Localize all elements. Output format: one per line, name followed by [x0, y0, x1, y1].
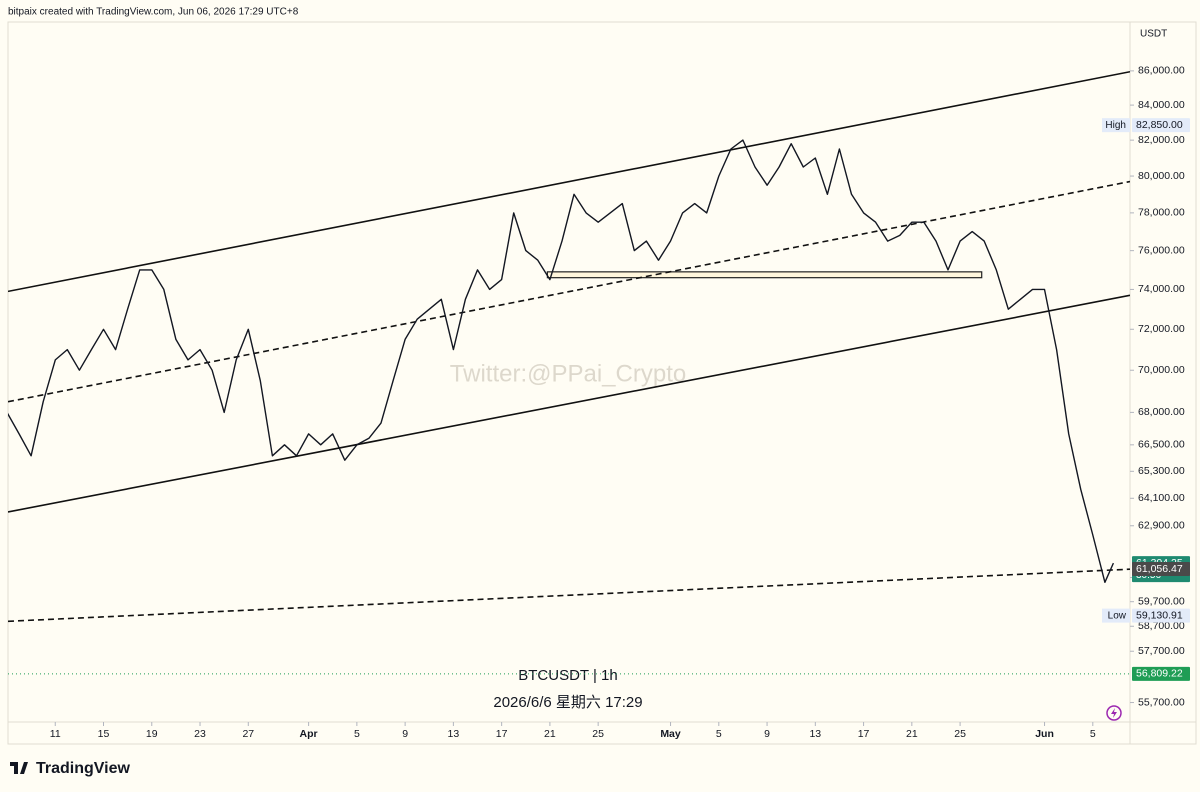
- x-tick-label: 21: [906, 728, 918, 740]
- y-tick-label: 78,000.00: [1138, 207, 1185, 219]
- x-tick-label: 17: [858, 728, 870, 740]
- trendline: [8, 294, 1130, 513]
- trendline: [8, 180, 1130, 403]
- x-tick-label: 11: [50, 728, 61, 740]
- price-tag: High: [1105, 120, 1126, 131]
- y-tick-label: 68,000.00: [1138, 406, 1185, 418]
- x-tick-label: 23: [194, 728, 206, 740]
- x-tick-label: 5: [716, 728, 722, 740]
- x-tick-label: 15: [98, 728, 110, 740]
- x-tick-label: Jun: [1035, 728, 1054, 740]
- y-tick-label: 57,700.00: [1138, 645, 1185, 657]
- x-tick-label: 19: [146, 728, 158, 740]
- alert-icon[interactable]: [1106, 705, 1122, 721]
- y-tick-label: 70,000.00: [1138, 364, 1185, 376]
- trendline: [8, 70, 1130, 293]
- x-tick-label: 9: [764, 728, 770, 740]
- price-badge-label: 61,056.47: [1136, 563, 1183, 575]
- x-tick-label: 25: [592, 728, 604, 740]
- frame: [7, 21, 1197, 745]
- y-tick-label: 72,000.00: [1138, 323, 1185, 335]
- y-tick-label: 62,900.00: [1138, 520, 1185, 532]
- header-text: bitpaix created with TradingView.com, Ju…: [8, 7, 299, 18]
- price-badge-label: 56,809.22: [1136, 668, 1183, 680]
- y-tick-label: 86,000.00: [1138, 65, 1185, 77]
- price-tag-box: [1102, 608, 1130, 623]
- y-tick-label: 74,000.00: [1138, 283, 1185, 295]
- y-tick-label: 55,700.00: [1138, 696, 1185, 708]
- price-line: [8, 139, 1115, 583]
- y-tick-label: 80,000.00: [1138, 170, 1185, 182]
- x-tick-label: Apr: [300, 728, 318, 740]
- plot-area: [8, 70, 1130, 675]
- x-tick-label: 13: [809, 728, 821, 740]
- zone: [546, 271, 983, 279]
- price-badge: [1132, 118, 1190, 133]
- y-tick-label: 82,000.00: [1138, 134, 1185, 146]
- x-tick-label: 25: [954, 728, 966, 740]
- symbol-label: BTCUSDT | 1h: [518, 667, 617, 684]
- x-tick-label: 9: [402, 728, 408, 740]
- x-tick-label: 13: [448, 728, 460, 740]
- price-badge: [1132, 562, 1190, 577]
- price-badge: [1132, 666, 1190, 681]
- price-tag: Low: [1108, 610, 1127, 621]
- timestamp-label: 2026/6/6 星期六 17:29: [493, 694, 642, 711]
- price-badge-label: 82,850.00: [1136, 119, 1183, 131]
- watermark: Twitter:@PPai_Crypto: [450, 360, 686, 387]
- x-tick-label: May: [660, 728, 681, 740]
- logo: TradingView: [10, 760, 131, 777]
- x-tick-label: 21: [544, 728, 556, 740]
- price-badge-label: 59,130.91: [1136, 609, 1183, 621]
- y-tick-label: 64,100.00: [1138, 492, 1185, 504]
- y-tick-label: 65,300.00: [1138, 465, 1185, 477]
- currency-label: USDT: [1140, 29, 1167, 40]
- y-tick-label: 84,000.00: [1138, 99, 1185, 111]
- price-badge: [1132, 608, 1190, 623]
- y-tick-label: 58,700.00: [1138, 620, 1185, 632]
- price-tag-box: [1102, 118, 1130, 133]
- logo-text: TradingView: [36, 760, 131, 777]
- x-tick-label: 5: [1090, 728, 1096, 740]
- y-tick-label: 66,500.00: [1138, 439, 1185, 451]
- x-tick-label: 5: [354, 728, 360, 740]
- y-tick-label: 76,000.00: [1138, 244, 1185, 256]
- trendline: [8, 568, 1130, 623]
- x-tick-label: 27: [242, 728, 254, 740]
- x-tick-label: 17: [496, 728, 508, 740]
- y-tick-label: 59,700.00: [1138, 595, 1185, 607]
